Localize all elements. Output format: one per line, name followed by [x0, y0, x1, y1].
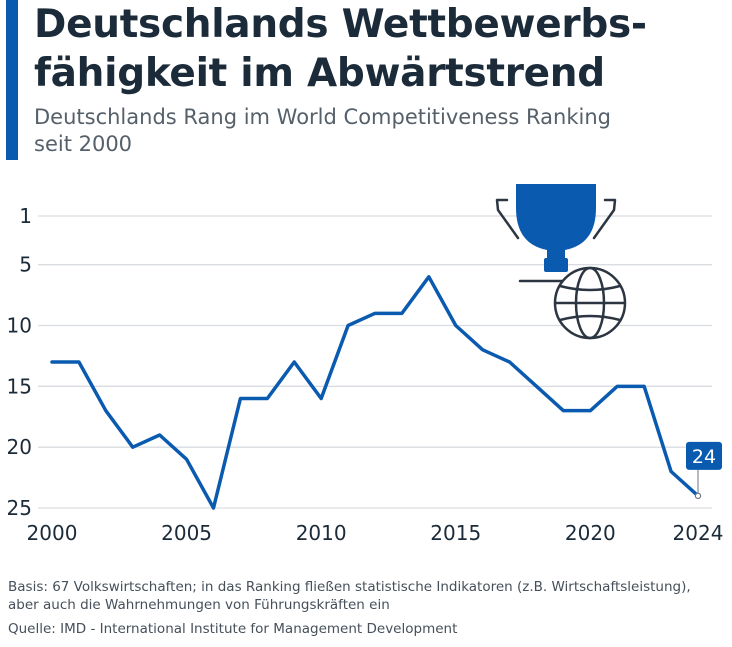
data-point-2013 [400, 311, 404, 315]
y-tick-label: 20 [7, 435, 32, 459]
chart-title: Deutschlands Wettbewerbs- fähigkeit im A… [34, 0, 724, 98]
series [50, 275, 700, 510]
data-point-2014 [427, 275, 431, 279]
data-point-2010 [319, 396, 323, 400]
data-point-2005 [184, 457, 188, 461]
title-line-2: fähigkeit im Abwärtstrend [34, 51, 605, 96]
data-point-2015 [454, 323, 458, 327]
data-point-2007 [238, 396, 242, 400]
data-point-2023 [669, 469, 673, 473]
decorative-icons [495, 184, 627, 340]
value-labels: 24 [686, 441, 722, 500]
x-tick-label: 2000 [27, 521, 78, 545]
y-tick-label: 15 [7, 374, 32, 398]
data-point-2003 [131, 445, 135, 449]
subtitle-line-2: seit 2000 [34, 132, 133, 156]
y-tick-label: 1 [19, 204, 32, 228]
y-tick-label: 5 [19, 253, 32, 277]
data-point-2012 [373, 311, 377, 315]
x-tick-label: 2020 [565, 521, 616, 545]
last-value-badge [686, 441, 722, 470]
data-point-2019 [561, 408, 565, 412]
footer-source: Quelle: IMD - International Institute fo… [8, 621, 458, 637]
accent-bar [6, 0, 18, 160]
globe-icon [553, 266, 627, 340]
footer-basis-line-1: Basis: 67 Volkswirtschaften; in das Rank… [8, 579, 691, 595]
x-tick-label: 2005 [161, 521, 212, 545]
data-point-2000 [50, 360, 54, 364]
footer-basis-line-2: aber auch die Wahrnehmungen von Führungs… [8, 597, 390, 613]
x-tick-label: 2015 [430, 521, 481, 545]
data-point-2006 [211, 506, 215, 510]
title-line-1: Deutschlands Wettbewerbs- [34, 2, 647, 47]
data-point-2004 [157, 433, 161, 437]
subtitle-line-1: Deutschlands Rang im World Competitivene… [34, 105, 611, 129]
data-point-2020 [588, 408, 592, 412]
x-axis-ticks: 2000 2005 2010 2015 2020 2024 [27, 521, 724, 545]
data-point-2011 [346, 323, 350, 327]
last-point-marker [694, 492, 702, 500]
chart-subtitle: Deutschlands Rang im World Competitivene… [34, 104, 714, 158]
x-tick-label: 2024 [673, 521, 724, 545]
data-point-2009 [292, 360, 296, 364]
footer-basis: Basis: 67 Volkswirtschaften; in das Rank… [8, 578, 728, 614]
last-value-label: 24 [692, 446, 716, 468]
data-point-2016 [480, 348, 484, 352]
data-point-2021 [615, 384, 619, 388]
data-point-2018 [534, 384, 538, 388]
trophy-icon [495, 184, 617, 283]
data-point-2008 [265, 396, 269, 400]
data-point-2002 [104, 408, 108, 412]
data-point-2022 [642, 384, 646, 388]
y-tick-label: 25 [7, 496, 32, 520]
series-line [50, 275, 700, 510]
data-point-2017 [507, 360, 511, 364]
x-tick-label: 2010 [296, 521, 347, 545]
data-point-2001 [77, 360, 81, 364]
chart-footer: Basis: 67 Volkswirtschaften; in das Rank… [8, 578, 728, 638]
grid-lines [38, 215, 712, 509]
y-tick-label: 10 [7, 314, 32, 338]
